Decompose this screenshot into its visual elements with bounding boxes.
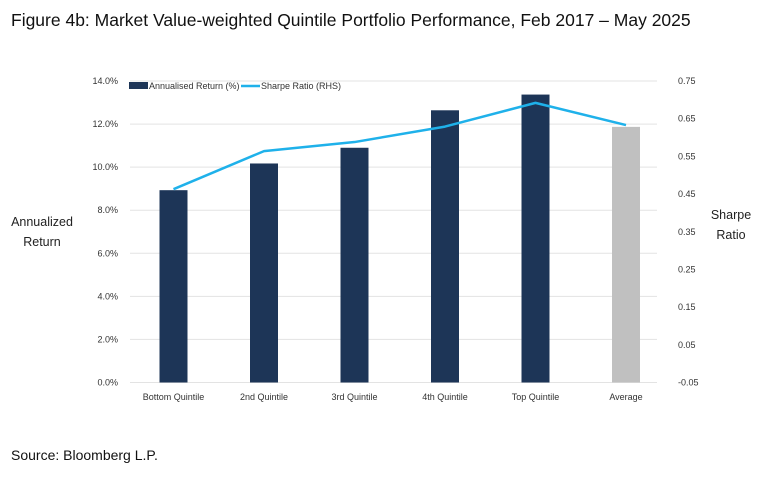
- y-tick-label: 12.0%: [92, 119, 118, 129]
- y2-tick-label: 0.25: [678, 264, 696, 274]
- x-tick-label: Bottom Quintile: [143, 392, 205, 402]
- y2-tick-label: -0.05: [678, 378, 699, 388]
- y2-tick-label: 0.05: [678, 340, 696, 350]
- x-tick-label: Top Quintile: [512, 392, 560, 402]
- y-tick-label: 0.0%: [97, 378, 118, 388]
- x-tick-label: 4th Quintile: [422, 392, 468, 402]
- legend-label-sharpe: Sharpe Ratio (RHS): [261, 81, 341, 91]
- bar-4th-quintile: [431, 110, 459, 383]
- chart-title: Figure 4b: Market Value-weighted Quintil…: [11, 10, 691, 30]
- y2-tick-label: 0.15: [678, 302, 696, 312]
- bar-bottom-quintile: [159, 190, 188, 383]
- y-tick-label: 2.0%: [97, 334, 118, 344]
- bar-2nd-quintile: [250, 163, 278, 383]
- y-axis-label: Annualized Return: [11, 215, 73, 249]
- y2-axis-label: Sharpe Ratio: [710, 208, 752, 242]
- y2-tick-label: 0.75: [678, 76, 696, 86]
- y-tick-label: 10.0%: [92, 162, 118, 172]
- bar-3rd-quintile: [340, 147, 369, 383]
- sharpe-ratio-line: [173, 101, 627, 191]
- y2-tick-label: 0.65: [678, 114, 696, 124]
- y-tick-label: 14.0%: [92, 76, 118, 86]
- y-tick-label: 4.0%: [97, 291, 118, 301]
- legend-label-return: Annualised Return (%): [149, 81, 240, 91]
- x-tick-label: 2nd Quintile: [240, 392, 288, 402]
- bar-top-quintile: [521, 94, 550, 383]
- y-tick-label: 6.0%: [97, 248, 118, 258]
- x-tick-label: Average: [609, 392, 642, 402]
- x-tick-label: 3rd Quintile: [331, 392, 377, 402]
- y2-tick-label: 0.35: [678, 227, 696, 237]
- bar-average: [612, 126, 640, 383]
- y2-tick-label: 0.55: [678, 151, 696, 161]
- legend-swatch-return: [129, 82, 148, 89]
- y-tick-label: 8.0%: [97, 205, 118, 215]
- y2-tick-label: 0.45: [678, 189, 696, 199]
- source-note: Source: Bloomberg L.P.: [11, 447, 158, 463]
